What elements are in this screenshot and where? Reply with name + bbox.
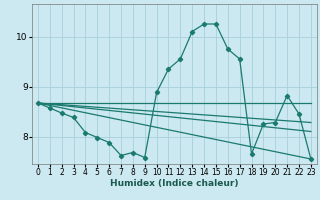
- X-axis label: Humidex (Indice chaleur): Humidex (Indice chaleur): [110, 179, 239, 188]
